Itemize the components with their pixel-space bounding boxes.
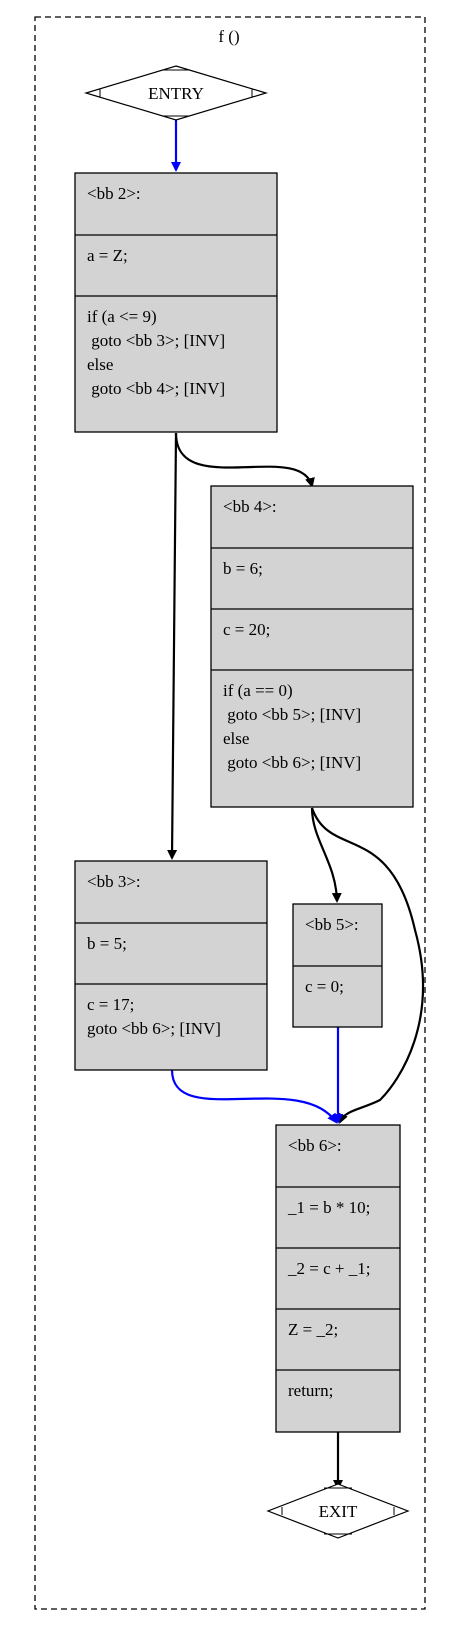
block-statement: c = 17; [87, 995, 134, 1014]
exit-node: EXIT [266, 1483, 410, 1539]
basic-block-bb3: <bb 3>: b = 5; c = 17; goto <bb 6>; [INV] [74, 860, 268, 1071]
block-statement: else [223, 729, 249, 748]
block-label: <bb 3>: [87, 872, 141, 891]
block-statement: goto <bb 6>; [INV] [223, 753, 361, 772]
basic-block-bb4: <bb 4>: b = 6; c = 20; if (a == 0) goto <bb… [210, 485, 414, 808]
block-label: <bb 4>: [223, 497, 277, 516]
block-label: <bb 5>: [305, 915, 359, 934]
block-statement: c = 20; [223, 620, 270, 639]
block-statement: goto <bb 3>; [INV] [87, 331, 225, 350]
block-label: <bb 2>: [87, 184, 141, 203]
entry-node: ENTRY [83, 65, 269, 121]
block-statement: if (a <= 9) [87, 307, 157, 326]
block-statement: goto <bb 6>; [INV] [87, 1019, 221, 1038]
block-statement: b = 6; [223, 559, 263, 578]
edge-bb4-bb6 [310, 807, 425, 1124]
block-frame [275, 1124, 401, 1433]
block-statement: c = 0; [305, 977, 344, 996]
basic-block-bb6: <bb 6>: _1 = b * 10; _2 = c + _1; Z = _2;re… [275, 1124, 401, 1433]
block-statement: goto <bb 4>; [INV] [87, 379, 225, 398]
edge-bb3-bb6 [170, 1069, 338, 1124]
block-statement: _1 = b * 10; [287, 1198, 370, 1217]
block-frame [210, 485, 414, 808]
block-statement: return; [288, 1381, 333, 1400]
edges [167, 120, 425, 1490]
block-statement: a = Z; [87, 246, 128, 265]
block-statement: goto <bb 5>; [INV] [223, 705, 361, 724]
function-cluster [34, 16, 426, 1610]
block-statement: else [87, 355, 113, 374]
block-label: <bb 6>: [288, 1136, 342, 1155]
basic-block-bb5: <bb 5>: c = 0; [292, 903, 383, 1028]
block-statement: _2 = c + _1; [287, 1259, 370, 1278]
edge-bb2-bb3 [167, 432, 178, 860]
edge-bb2-bb4 [174, 432, 315, 488]
basic-block-bb2: <bb 2>: a = Z; if (a <= 9) goto <bb 3>; [I… [74, 172, 278, 433]
block-statement: if (a == 0) [223, 681, 293, 700]
block-frame [74, 860, 268, 1071]
exit-label: EXIT [319, 1502, 358, 1521]
block-statement: b = 5; [87, 934, 127, 953]
function-label: f () [218, 27, 239, 46]
entry-label: ENTRY [148, 84, 204, 103]
edge-bb4-bb5 [310, 807, 342, 903]
block-frame [74, 172, 278, 433]
block-statement: Z = _2; [288, 1320, 338, 1339]
